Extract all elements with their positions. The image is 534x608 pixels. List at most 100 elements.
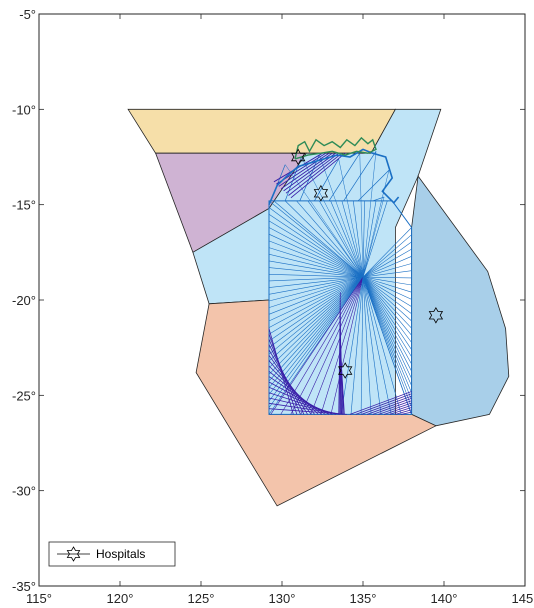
network-link [366, 398, 412, 415]
network-link [362, 151, 377, 278]
network-link [378, 402, 412, 415]
network-link [355, 393, 412, 415]
network-link [268, 276, 364, 382]
network-link [362, 241, 412, 278]
network-link [362, 276, 412, 358]
network-link [362, 276, 412, 329]
x-tick-label: 135° [350, 591, 377, 606]
network-link [362, 248, 412, 278]
x-tick-label: 130° [269, 591, 296, 606]
coastline [294, 136, 377, 160]
network-link [362, 276, 412, 286]
hospital-marker [337, 362, 353, 379]
network-link [362, 277, 392, 415]
network-link [362, 276, 412, 379]
region-east [411, 175, 510, 427]
network-link [330, 200, 364, 278]
network-link [362, 196, 385, 278]
network-link [268, 276, 364, 375]
network-link [290, 152, 346, 199]
network-link [268, 276, 364, 402]
network-link [349, 391, 412, 415]
network-link [268, 276, 364, 408]
network-link [268, 276, 364, 328]
network-link [268, 247, 364, 278]
y-tick-label: -10° [12, 102, 36, 117]
network-link [362, 276, 412, 293]
network-link [283, 152, 336, 192]
network-link [268, 227, 364, 278]
network-link [284, 164, 364, 278]
network-link [338, 158, 364, 278]
network-link [296, 200, 364, 278]
network-link [268, 397, 340, 415]
legend: Hospitals [48, 541, 176, 567]
network-link [285, 152, 339, 194]
x-tick-label: 120° [107, 591, 134, 606]
network-link [362, 276, 412, 336]
network-link [268, 276, 364, 362]
hospital-layer [290, 148, 444, 379]
y-tick-label: -5° [19, 7, 36, 22]
network-link [268, 276, 364, 342]
x-axis-ticks: 115° 120° 125° 130° 135° 140° 145° [26, 14, 534, 606]
x-tick-label: 140° [431, 591, 458, 606]
network-link [268, 233, 364, 278]
network-link [268, 402, 344, 415]
network-link [362, 276, 412, 365]
network-link [307, 200, 364, 278]
hospital-marker [313, 184, 329, 202]
network-link [362, 200, 377, 278]
network-link [339, 345, 345, 415]
network-link [273, 200, 364, 278]
network-link [314, 158, 340, 202]
network-link [362, 276, 412, 322]
y-axis-ticks: -5° -10° -15° -20° -25° -30° -35° [12, 7, 525, 594]
network-link [319, 200, 364, 278]
network-link [328, 153, 361, 202]
network-link [362, 276, 412, 372]
network-link [353, 200, 364, 278]
network-link [372, 196, 385, 202]
network-link [362, 276, 412, 315]
network-link [362, 234, 412, 278]
network-link [361, 395, 412, 415]
network-link [268, 220, 364, 278]
network-link [319, 155, 364, 278]
network-link [362, 276, 412, 386]
network-link [362, 276, 412, 393]
legend-label-hospitals: Hospitals [96, 547, 145, 561]
network-link [362, 200, 388, 278]
network-link [362, 270, 412, 278]
y-tick-label: -35° [12, 579, 36, 594]
network-link [360, 277, 364, 415]
network-link [268, 276, 364, 388]
network-link [268, 276, 364, 295]
network-link [362, 277, 402, 415]
y-tick-label: -30° [12, 484, 36, 499]
network-link [330, 277, 364, 415]
network-link [268, 213, 364, 278]
network-link [395, 409, 412, 415]
x-tick-label: 145° [512, 591, 534, 606]
network-link [362, 276, 412, 408]
network-link [320, 277, 364, 415]
network-link [290, 276, 364, 415]
network-link [268, 276, 364, 288]
network-link [372, 400, 412, 415]
region-layer [127, 108, 510, 507]
y-tick-label: -15° [12, 198, 36, 213]
network-link [343, 151, 377, 202]
network-link [268, 267, 364, 278]
region-north [127, 108, 397, 154]
network-layer [268, 148, 413, 415]
network-link [288, 152, 343, 196]
network-link [362, 277, 382, 415]
network-link [284, 200, 364, 278]
network-link [268, 207, 364, 278]
network-link [278, 152, 330, 187]
x-tick-label: 125° [188, 591, 215, 606]
network-link [389, 407, 412, 415]
network-link [268, 240, 364, 278]
